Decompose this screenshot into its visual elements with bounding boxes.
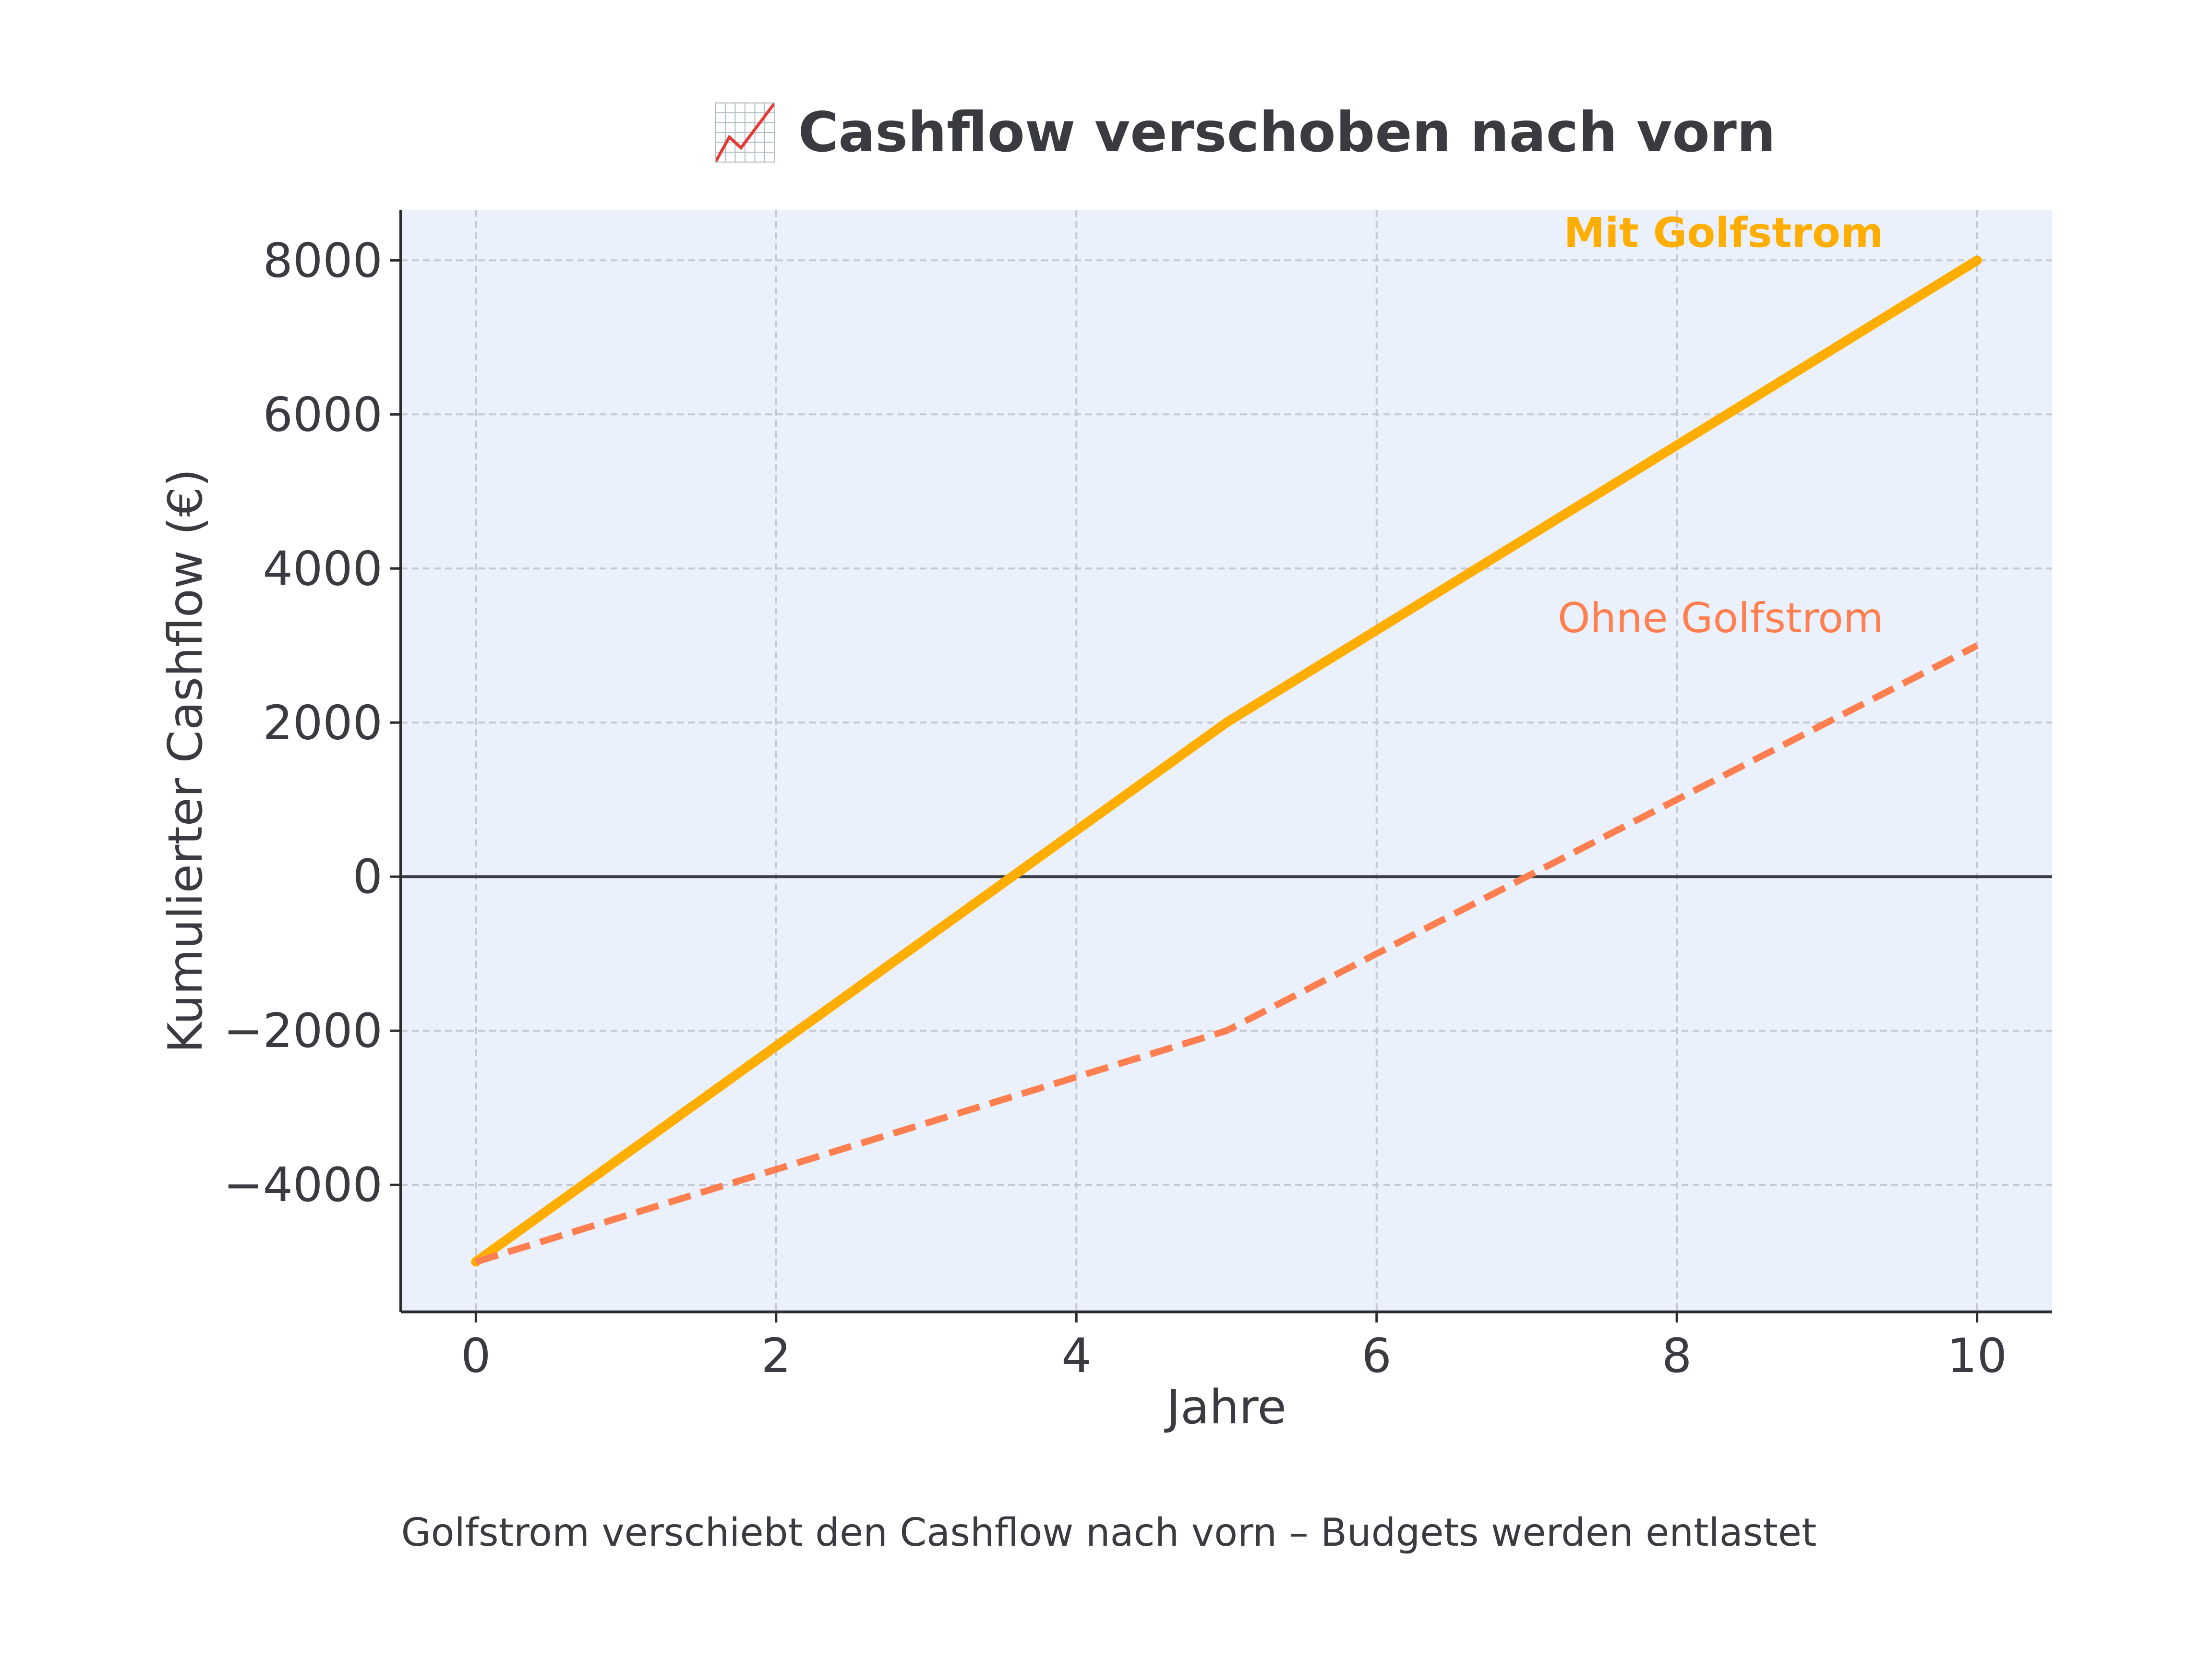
chart-caption: Golfstrom verschiebt den Cashflow nach v…	[401, 1510, 1817, 1555]
x-tick-label: 4	[1061, 1329, 1091, 1383]
chart-title: 📈 Cashflow verschoben nach vorn	[711, 100, 1776, 164]
y-axis-label: Kumulierter Cashflow (€)	[158, 469, 213, 1053]
y-tick-label: 4000	[263, 541, 383, 596]
series-labels: Mit Golfstrom Ohne Golfstrom	[1558, 209, 1884, 642]
x-tick-label: 2	[761, 1329, 791, 1383]
x-tick-label: 0	[461, 1329, 491, 1383]
y-tick-label: 6000	[263, 387, 383, 442]
y-tick-label: 2000	[263, 696, 383, 750]
x-tick-label: 8	[1662, 1329, 1692, 1383]
series-line-ohne-golfstrom	[475, 642, 1979, 1265]
y-tick-label: 8000	[263, 233, 383, 288]
y-tick-label: −2000	[223, 1004, 383, 1058]
ticks: 0 2 4 6 8 10 −4000 −2000 0 2000 4000 6000 8000	[223, 233, 2007, 1383]
x-tick-label: 10	[1947, 1329, 2007, 1383]
axes	[399, 210, 2052, 1313]
x-tick-label: 6	[1362, 1329, 1392, 1383]
x-axis-label: Jahre	[1164, 1380, 1286, 1435]
plot-background	[401, 210, 2052, 1312]
grid-lines	[401, 210, 2052, 1312]
series-label-mit-golfstrom: Mit Golfstrom	[1564, 209, 1884, 257]
series-label-ohne-golfstrom: Ohne Golfstrom	[1558, 594, 1884, 642]
series-lines	[471, 255, 1982, 1267]
series-line-mit-golfstrom	[471, 255, 1982, 1267]
y-tick-label: −4000	[223, 1158, 383, 1213]
y-tick-label: 0	[353, 850, 383, 904]
